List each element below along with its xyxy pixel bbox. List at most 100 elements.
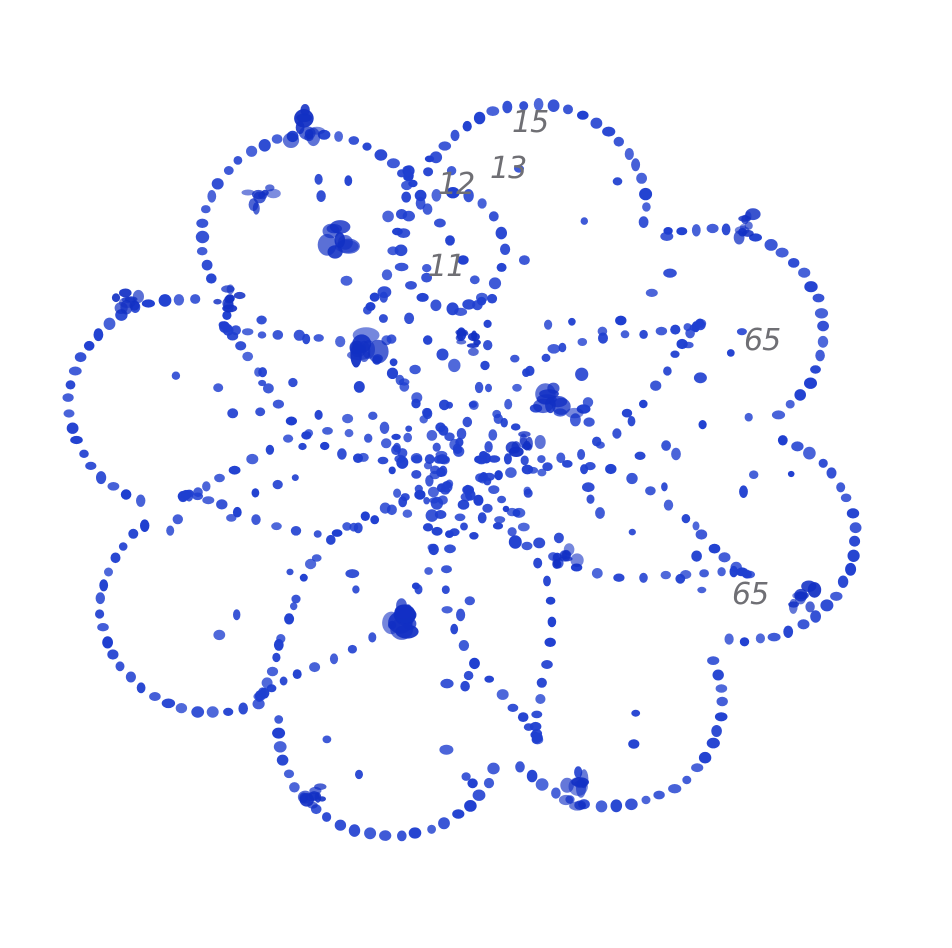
pin-dot [612, 177, 623, 186]
pin-dot [353, 381, 365, 393]
pin-dot [783, 625, 794, 638]
pin-dot [369, 292, 380, 302]
pin-dot [445, 235, 455, 246]
pin-dot [445, 530, 454, 538]
pin-dot [469, 275, 480, 285]
ink-blot [265, 184, 275, 192]
pin-dot [401, 191, 412, 203]
pin-dot [580, 464, 589, 475]
pin-dot [397, 830, 407, 842]
pin-dot [344, 175, 353, 187]
pin-dot [440, 678, 454, 689]
ink-blot [571, 777, 589, 787]
pin-dot [201, 259, 213, 271]
pin-dot [63, 409, 75, 418]
pin-dot [468, 401, 478, 408]
pin-dot [683, 323, 692, 332]
pin-dot [815, 349, 825, 362]
pin-dot [242, 328, 254, 336]
pin-dot [118, 542, 128, 551]
pin-dot [663, 268, 677, 278]
pin-dot [196, 218, 209, 228]
pin-dot [302, 333, 311, 345]
pin-dot [233, 156, 243, 165]
pin-dot [794, 389, 806, 401]
pin-dot [577, 110, 589, 120]
pin-dot [213, 383, 224, 393]
ink-blot [282, 132, 300, 148]
pin-dot [206, 273, 217, 284]
pin-dot [434, 218, 446, 228]
pin-dot [377, 286, 392, 298]
pin-dot [414, 484, 423, 493]
pin-dot [415, 196, 426, 210]
pin-dot [345, 569, 360, 579]
pin-dot [314, 409, 323, 420]
pin-dot [568, 317, 576, 326]
pin-dot [849, 522, 862, 534]
pin-dot [502, 505, 510, 513]
pin-dot [707, 656, 720, 665]
pin-dot [544, 637, 556, 647]
pin-dot [404, 312, 415, 324]
pin-dot [196, 247, 208, 256]
pin-dot [180, 489, 192, 500]
pin-dot [293, 329, 305, 341]
pin-dot [812, 293, 825, 303]
pin-dot [465, 489, 476, 501]
pin-dot [621, 408, 633, 418]
pin-dot [161, 698, 176, 709]
pin-dot [663, 499, 674, 511]
pin-dot [517, 522, 530, 532]
pin-dot [529, 721, 542, 732]
pin-dot [739, 637, 750, 647]
pin-dot [439, 399, 450, 411]
ink-blot [308, 126, 325, 135]
pin-dot [431, 526, 443, 536]
pin-dot [503, 453, 512, 465]
pin-dot [562, 460, 573, 468]
pin-dot [424, 567, 433, 575]
pin-dot [507, 703, 519, 713]
pin-dot [223, 166, 234, 175]
pin-dot [389, 358, 398, 367]
pin-dot [631, 158, 641, 172]
ink-blot [225, 294, 235, 303]
pin-dot [95, 609, 105, 619]
pin-dot [663, 227, 673, 235]
pin-dot [460, 680, 470, 692]
pin-dot [252, 698, 265, 710]
pin-dot [485, 383, 492, 393]
ink-blot [805, 601, 815, 613]
pin-dot [284, 613, 295, 625]
pin-dot [311, 554, 322, 562]
pin-dot [409, 364, 421, 375]
pin-dot [718, 552, 731, 563]
pin-dot [362, 142, 372, 151]
pin-dot [469, 532, 479, 540]
pin-dot [691, 550, 702, 562]
pin-dot [402, 509, 413, 518]
pin-dot [695, 320, 706, 331]
pin-dot [556, 452, 566, 464]
pin-dot [613, 136, 624, 147]
pin-dot [460, 522, 468, 531]
pin-dot [364, 433, 373, 443]
pin-dot [363, 305, 372, 315]
pin-dot [322, 812, 332, 822]
ink-blot [367, 339, 389, 364]
pin-dot [510, 354, 520, 363]
pin-dot [99, 579, 109, 592]
pin-dot [797, 619, 810, 630]
pin-dot [543, 575, 551, 587]
pin-dot [814, 308, 829, 319]
ink-blot [338, 235, 353, 250]
ink-blot [561, 549, 571, 562]
pin-dot [452, 809, 465, 819]
pin-dot [558, 342, 567, 353]
pin-dot [494, 516, 506, 524]
pin-dot [458, 640, 470, 651]
pin-dot [492, 522, 504, 530]
pin-dot [849, 535, 861, 547]
pin-dot [595, 800, 608, 813]
